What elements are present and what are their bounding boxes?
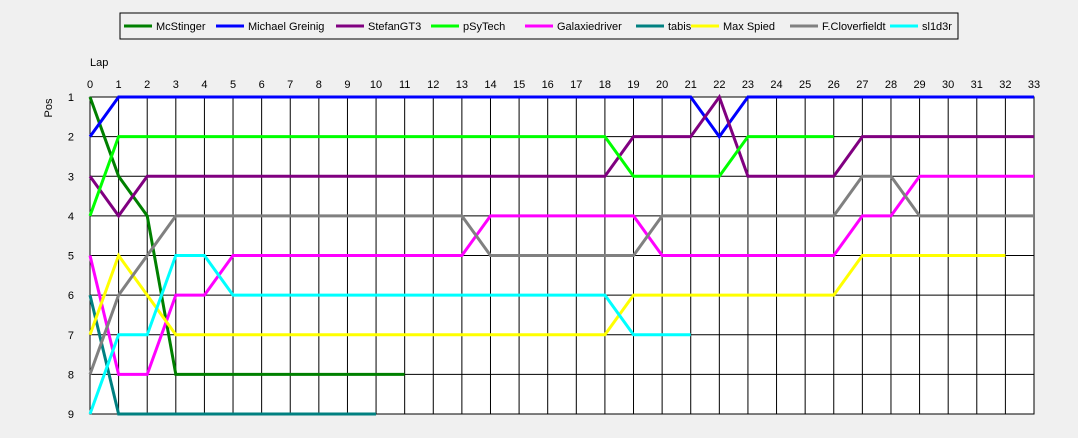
x-tick-label: 16 <box>542 79 554 91</box>
legend-label: StefanGT3 <box>368 21 421 33</box>
x-tick-label: 24 <box>770 79 782 91</box>
x-tick-label: 15 <box>513 79 525 91</box>
x-tick-label: 11 <box>399 79 410 91</box>
series-line <box>88 174 1034 376</box>
legend-label: Michael Greinig <box>248 21 324 33</box>
series-layer <box>88 93 1034 416</box>
x-tick-label: 0 <box>87 79 93 91</box>
x-tick-label: 28 <box>885 79 897 91</box>
legend-label: sl1d3r <box>922 21 952 33</box>
x-tick-label: 4 <box>201 79 207 91</box>
x-tick-label: 32 <box>999 79 1011 91</box>
series-line <box>88 252 1006 337</box>
x-tick-label: 6 <box>259 79 265 91</box>
y-tick-label: 4 <box>68 211 74 223</box>
x-tick-label: 18 <box>599 79 611 91</box>
x-tick-label: 19 <box>627 79 639 91</box>
x-tick-label: 3 <box>173 79 179 91</box>
x-tick-label: 29 <box>913 79 925 91</box>
y-tick-label: 2 <box>68 132 74 144</box>
series-line <box>88 95 1034 140</box>
y-tick-label: 6 <box>68 290 74 302</box>
series-line <box>88 96 405 376</box>
x-tick-label: 25 <box>799 79 811 91</box>
x-tick-label: 9 <box>344 79 350 91</box>
x-tick-label: 1 <box>116 79 122 91</box>
x-tick-label: 30 <box>942 79 954 91</box>
series-line <box>88 254 691 415</box>
legend-label: Max Spied <box>723 21 775 33</box>
y-tick-label: 5 <box>68 251 74 263</box>
x-tick-label: 5 <box>230 79 236 91</box>
y-tick-labels: 1 2 3 4 5 6 7 8 9 <box>68 92 74 421</box>
x-tick-label: 33 <box>1028 79 1040 91</box>
x-tick-label: 21 <box>685 79 697 91</box>
x-axis-title: Lap <box>90 57 108 69</box>
series-line <box>88 135 834 217</box>
x-tick-label: 22 <box>713 79 725 91</box>
series-line <box>88 174 1034 375</box>
x-tick-label: 31 <box>971 79 983 91</box>
x-tick-label: 8 <box>316 79 322 91</box>
legend-label: tabis <box>668 21 692 33</box>
y-axis-title: Pos <box>43 98 55 117</box>
series-line <box>88 93 1034 219</box>
legend-label: Galaxiedriver <box>557 21 622 33</box>
x-tick-labels: 0 1 2 3 4 5 6 7 8 9 10 11 12 13 14 15 16 17 18 19 20 21 22 23 24… <box>87 79 1040 91</box>
y-tick-label: 9 <box>68 409 74 421</box>
x-tick-label: 10 <box>370 79 382 91</box>
x-tick-label: 14 <box>484 79 496 91</box>
x-tick-label: 17 <box>570 79 582 91</box>
y-tick-label: 7 <box>68 330 74 342</box>
x-tick-label: 20 <box>656 79 668 91</box>
y-tick-label: 1 <box>68 92 74 104</box>
x-tick-label: 26 <box>828 79 840 91</box>
series-line <box>88 294 377 416</box>
x-tick-label: 12 <box>427 79 439 91</box>
legend-label: McStinger <box>156 21 206 33</box>
x-tick-label: 23 <box>742 79 754 91</box>
x-tick-label: 7 <box>287 79 293 91</box>
x-tick-label: 13 <box>456 79 468 91</box>
y-tick-label: 3 <box>68 171 74 183</box>
x-tick-label: 2 <box>144 79 150 91</box>
legend: McStinger Michael Greinig StefanGT3 pSyTech… <box>119 12 959 40</box>
legend-label: pSyTech <box>463 21 505 33</box>
legend-label: F.Cloverfieldt <box>822 21 886 33</box>
x-tick-label: 27 <box>856 79 868 91</box>
y-tick-label: 8 <box>68 369 74 381</box>
